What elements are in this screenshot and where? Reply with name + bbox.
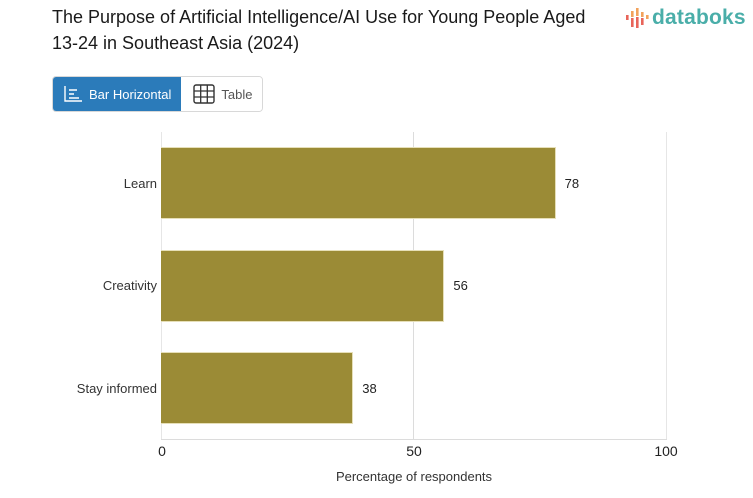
table-grid-icon — [193, 84, 216, 104]
plot-area — [161, 132, 667, 440]
table-label: Table — [221, 86, 253, 102]
x-tick-label: 50 — [406, 443, 422, 459]
x-tick-label: 100 — [654, 443, 678, 459]
category-label: Learn — [123, 176, 157, 191]
gridline-100 — [666, 132, 667, 440]
value-label: 56 — [453, 278, 468, 293]
x-tick-label: 0 — [158, 443, 166, 459]
logo-text: databoks — [652, 6, 746, 29]
bar-horizontal-tab[interactable]: Bar Horizontal — [53, 77, 182, 111]
category-label: Stay informed — [76, 381, 157, 396]
value-label: 78 — [564, 176, 580, 191]
chart-title: The Purpose of Artificial Intelligence/A… — [52, 7, 586, 53]
x-axis-title: Percentage of respondents — [335, 469, 493, 484]
table-tab[interactable]: Table — [181, 77, 263, 111]
bar-learn[interactable] — [161, 147, 556, 219]
chart-view-switcher: Bar Horizontal Table — [52, 76, 264, 112]
bar-creativity[interactable] — [161, 250, 445, 322]
bar-horizontal-label: Bar Horizontal — [89, 86, 172, 102]
databoks-logo[interactable]: databoks — [625, 4, 746, 32]
logo-bars-icon — [626, 8, 649, 28]
bar-stay-informed[interactable] — [161, 352, 354, 424]
x-axis-line — [161, 439, 667, 440]
value-label: 38 — [362, 381, 377, 396]
bar-horizontal-icon — [64, 86, 82, 102]
category-label: Creativity — [102, 278, 157, 293]
